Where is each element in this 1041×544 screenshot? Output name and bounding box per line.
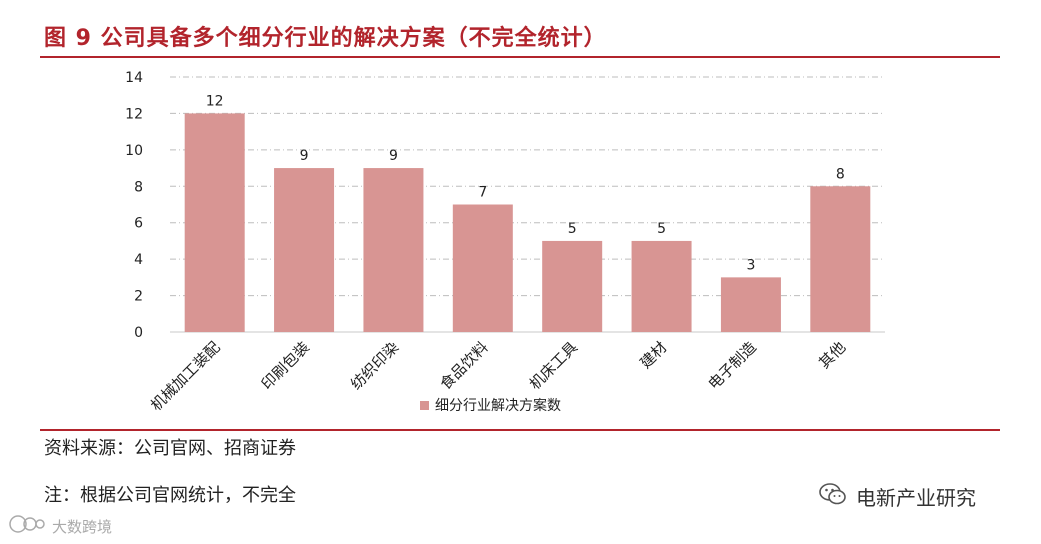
- y-tick-label: 2: [134, 289, 143, 305]
- bar: [452, 204, 513, 332]
- legend: 细分行业解决方案数: [420, 397, 561, 414]
- data-label: 12: [206, 93, 224, 109]
- x-tick-label: 其他: [815, 338, 849, 372]
- logo-text: 大数跨境: [52, 517, 113, 536]
- y-tick-label: 4: [134, 252, 143, 268]
- data-label: 3: [746, 257, 755, 273]
- bar: [720, 277, 781, 332]
- data-label: 7: [478, 185, 487, 201]
- wechat-icon: [818, 481, 848, 512]
- logo-icon: [8, 513, 48, 539]
- data-label: 5: [657, 221, 666, 237]
- wechat-account-name: 电新产业研究: [856, 486, 976, 510]
- x-tick-label: 机床工具: [526, 338, 581, 393]
- x-tick-label: 电子制造: [705, 338, 760, 393]
- bar: [542, 240, 603, 332]
- x-tick-label: 印刷包装: [258, 338, 313, 393]
- y-axis-ticks: 0 2 4 6 8 10 12 14: [125, 70, 143, 341]
- y-tick-label: 6: [134, 216, 143, 232]
- bar: [631, 240, 692, 332]
- bars: [184, 113, 871, 332]
- data-label: 9: [300, 148, 309, 164]
- data-label: 8: [836, 166, 845, 182]
- source-text: 资料来源：公司官网、招商证券: [44, 438, 296, 459]
- bar: [274, 168, 335, 332]
- y-tick-label: 0: [134, 325, 143, 341]
- note-text: 注：根据公司官网统计，不完全: [44, 485, 296, 506]
- data-label: 9: [389, 148, 398, 164]
- legend-label: 细分行业解决方案数: [435, 397, 561, 414]
- bar: [810, 186, 871, 332]
- wechat-watermark: 电新产业研究: [818, 481, 976, 512]
- x-tick-label: 建材: [636, 338, 670, 372]
- footer-rule: [40, 429, 1000, 431]
- x-tick-label: 食品饮料: [436, 338, 491, 393]
- x-tick-label: 机械加工装配: [147, 338, 223, 414]
- logo-watermark: 大数跨境: [8, 513, 112, 539]
- y-tick-label: 8: [134, 179, 143, 195]
- bar: [363, 168, 424, 332]
- legend-swatch: [420, 401, 429, 410]
- y-tick-label: 14: [125, 70, 143, 86]
- data-label: 5: [568, 221, 577, 237]
- bar-chart: 0 2 4 6 8 10 12 14 12 9 9 7 5 5 3 8 机械加工装配 印刷包装 纺织印染 食品饮料…: [125, 70, 885, 414]
- figure-title: 图 9 公司具备多个细分行业的解决方案（不完全统计）: [44, 26, 607, 51]
- x-tick-label: 纺织印染: [347, 338, 402, 393]
- y-tick-label: 10: [125, 143, 143, 159]
- bar: [184, 113, 245, 332]
- y-tick-label: 12: [125, 106, 143, 122]
- data-labels: 12 9 9 7 5 5 3 8: [206, 93, 845, 273]
- title-rule: [40, 56, 1000, 58]
